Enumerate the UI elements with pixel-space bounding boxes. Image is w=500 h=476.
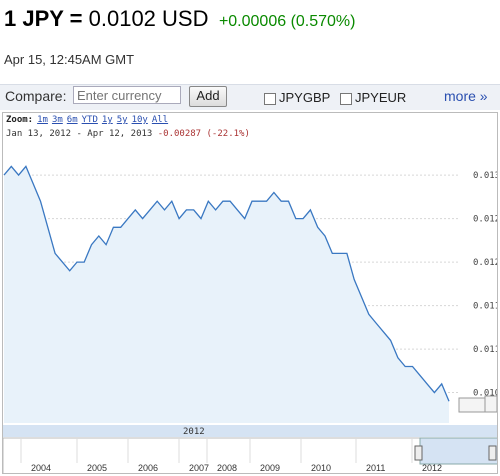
overview-year-label: 2007 [189, 463, 209, 473]
overview-year-label: 2012 [422, 463, 442, 473]
chart-nav-button[interactable] [458, 397, 488, 413]
overview-right-handle[interactable] [488, 445, 497, 461]
range-separator: - [76, 129, 82, 139]
compare-option-jpygbp[interactable]: JPYGBP [264, 90, 330, 105]
year-label: 2012 [183, 427, 205, 437]
quote-header: 1 JPY = 0.0102 USD +0.00006 (0.570%) [4, 6, 355, 32]
zoom-all[interactable]: All [151, 115, 169, 125]
zoom-1y[interactable]: 1y [101, 115, 113, 125]
zoom-label: Zoom: [6, 115, 34, 125]
price-line [3, 165, 450, 402]
zoom-3m[interactable]: 3m [51, 115, 63, 125]
overview-year-label: 2008 [217, 463, 237, 473]
y-tick-label: 0.0110 [473, 345, 498, 355]
zoom-controls: Zoom: 1m 3m 6m YTD 1y 5y 10y All [6, 115, 168, 125]
range-start: Jan 13, 2012 [6, 129, 72, 139]
price-change: +0.00006 (0.570%) [218, 13, 356, 30]
overview-left-handle[interactable] [414, 445, 423, 461]
year-axis-bar [3, 425, 497, 437]
y-tick-label: 0.0105 [473, 389, 498, 399]
y-tick-label: 0.0125 [473, 215, 498, 225]
checkbox-icon[interactable] [340, 92, 352, 105]
overview-year-label: 2010 [311, 463, 331, 473]
overview-year-label: 2011 [366, 463, 385, 473]
zoom-10y[interactable]: 10y [131, 115, 148, 125]
overview-year-label: 2006 [138, 463, 158, 473]
overview-selection[interactable] [419, 437, 498, 465]
overview-year-label: 2004 [31, 463, 51, 473]
zoom-6m[interactable]: 6m [66, 115, 78, 125]
add-button[interactable]: Add [189, 86, 227, 107]
y-tick-label: 0.0115 [473, 302, 498, 312]
price-area [4, 166, 449, 423]
chart-scroll-button[interactable] [484, 395, 497, 413]
range-end: Apr 12, 2013 [87, 129, 153, 139]
zoom-1m[interactable]: 1m [37, 115, 48, 125]
zoom-5y[interactable]: 5y [116, 115, 128, 125]
zoom-ytd[interactable]: YTD [81, 115, 98, 125]
quote-timestamp: Apr 15, 12:45AM GMT [4, 52, 135, 67]
overview-year-label: 2009 [260, 463, 280, 473]
compare-option-jpyeur[interactable]: JPYEUR [340, 90, 406, 105]
date-range: Jan 13, 2012 - Apr 12, 2013 -0.00287 (-2… [6, 129, 250, 139]
currency-pair: 1 JPY = 0.0102 USD [4, 6, 209, 31]
range-change: -0.00287 (-22.1%) [157, 129, 250, 139]
checkbox-icon[interactable] [264, 92, 276, 105]
compare-label: Compare: [5, 88, 67, 104]
overview-year-label: 2005 [87, 463, 107, 473]
y-tick-label: 0.0130 [473, 171, 498, 181]
compare-currency-input[interactable] [73, 86, 181, 104]
more-link[interactable]: more » [444, 88, 488, 104]
